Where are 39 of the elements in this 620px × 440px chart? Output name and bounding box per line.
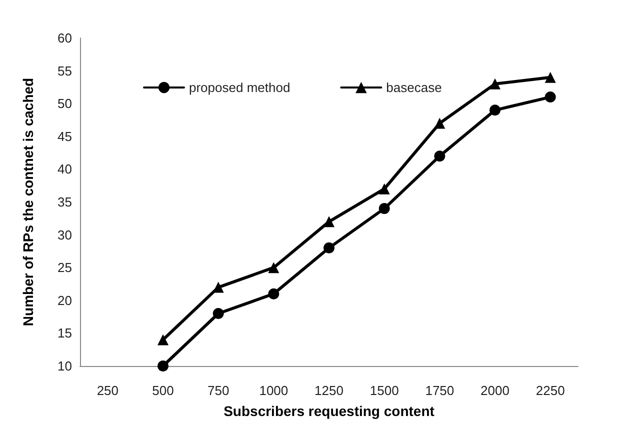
legend-label: proposed method — [189, 80, 290, 95]
x-tick-label: 1750 — [425, 383, 454, 398]
point — [434, 118, 446, 129]
point — [324, 242, 334, 254]
x-tick-label: 2250 — [536, 383, 565, 398]
y-tick-label: 35 — [58, 194, 72, 210]
x-tick-label: 750 — [207, 383, 230, 398]
point — [158, 334, 168, 346]
point — [268, 262, 280, 274]
y-tick-label: 60 — [58, 30, 72, 46]
point — [324, 216, 334, 228]
point — [490, 104, 500, 116]
y-tick-label: 45 — [58, 128, 72, 144]
y-tick-label: 25 — [58, 260, 72, 276]
point — [212, 308, 224, 320]
point — [490, 78, 500, 90]
point — [544, 92, 556, 103]
point — [378, 183, 390, 194]
point — [378, 203, 390, 214]
point — [158, 360, 168, 372]
y-axis-title: Number of RPs the contnet is cached — [20, 78, 36, 326]
x-tick-label: 1500 — [370, 383, 399, 398]
legend-label: basecase — [386, 80, 442, 95]
y-tick-label: 30 — [58, 227, 72, 242]
x-tick-label: 500 — [152, 383, 174, 398]
point — [434, 150, 446, 162]
y-tick-label: 15 — [58, 326, 72, 341]
x-tick-label: 250 — [96, 383, 119, 398]
y-tick-label: 10 — [58, 358, 72, 374]
x-tick-label: 2000 — [480, 383, 510, 398]
y-tick-label: 40 — [58, 162, 72, 177]
y-tick-label: 55 — [58, 63, 72, 78]
y-tick-label: 50 — [58, 96, 72, 112]
x-tick-label: 1000 — [259, 383, 288, 398]
point — [268, 288, 280, 300]
x-tick-label: 1250 — [314, 383, 344, 398]
y-tick-label: 20 — [58, 292, 72, 308]
x-axis-title: Subscribers requesting content — [224, 403, 435, 419]
point — [544, 72, 556, 83]
